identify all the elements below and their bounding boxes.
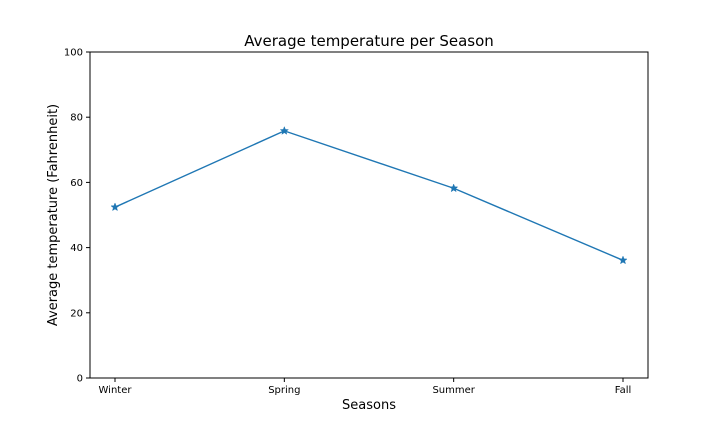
x-tick-label: Winter — [99, 385, 133, 396]
x-tick-label: Spring — [268, 385, 300, 396]
y-tick-label: 80 — [70, 113, 83, 124]
y-tick-label: 0 — [77, 374, 83, 385]
x-axis-ticks: Winter Spring Summer Fall — [99, 378, 632, 396]
x-tick-label: Summer — [432, 385, 475, 396]
y-tick-label: 100 — [64, 48, 83, 59]
data-point-star — [449, 183, 459, 193]
y-axis-ticks: 0 20 40 60 80 100 — [64, 48, 90, 385]
x-axis-label: Seasons — [342, 398, 396, 413]
chart-title: Average temperature per Season — [244, 32, 494, 50]
series-line — [114, 130, 624, 261]
y-axis-label: Average temperature (Fahrenheit) — [46, 104, 61, 326]
series-layer — [110, 125, 628, 265]
y-tick-label: 20 — [70, 308, 83, 319]
y-tick-label: 60 — [70, 178, 83, 189]
y-tick-label: 40 — [70, 243, 83, 254]
data-point-star — [110, 202, 120, 212]
plot-area-frame — [89, 51, 649, 379]
data-point-star — [618, 255, 628, 265]
x-tick-label: Fall — [615, 385, 632, 396]
data-point-star — [279, 125, 289, 135]
